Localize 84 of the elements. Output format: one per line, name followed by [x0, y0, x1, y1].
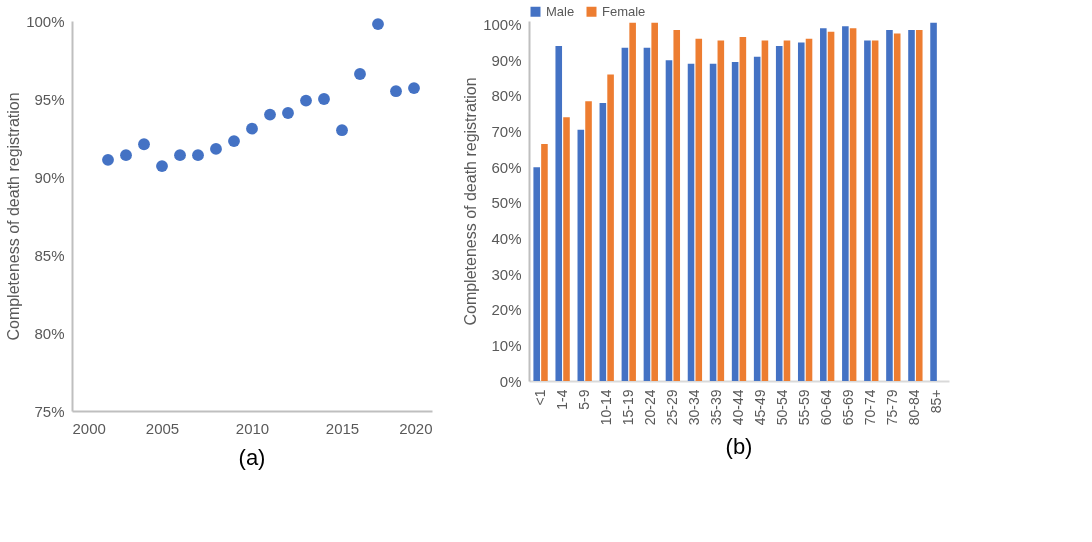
bar [827, 31, 835, 381]
y-axis-title: Completeness of death registration [5, 92, 23, 341]
bar [541, 143, 548, 381]
bar [651, 22, 658, 381]
bar [673, 29, 681, 381]
x-tick-label: 75-79 [884, 389, 901, 426]
y-axis-title: Completeness of death registration [462, 77, 480, 326]
bar [665, 60, 673, 381]
bar [731, 61, 739, 381]
bar [805, 38, 813, 381]
y-tick-label: 75% [34, 402, 65, 420]
y-tick-label: 10% [491, 336, 522, 354]
bar [930, 22, 937, 381]
y-tick-label: 90% [34, 168, 65, 186]
y-tick-label: 70% [491, 123, 522, 140]
y-tick-label: 60% [491, 158, 522, 176]
x-tick-label: 55-59 [796, 389, 813, 426]
x-tick-label: 20-24 [641, 389, 658, 426]
y-tick-label: 0% [499, 372, 522, 390]
bar [871, 40, 879, 381]
bar [533, 167, 540, 381]
x-tick-label: 25-29 [663, 389, 680, 426]
x-tick-label: 2005 [145, 419, 180, 437]
x-tick-label: 40-44 [730, 389, 746, 426]
x-tick-label: 1-4 [553, 389, 570, 410]
bar [797, 42, 805, 381]
x-tick-label: 5-9 [575, 389, 592, 410]
bar [709, 63, 717, 381]
x-tick-label: 2020 [399, 419, 433, 437]
x-tick-label: 45-49 [752, 389, 769, 426]
y-tick-label: 80% [491, 87, 522, 105]
bar [908, 29, 915, 381]
x-tick-label: 80-84 [906, 389, 923, 426]
bar [820, 28, 827, 381]
x-tick-label: 2010 [235, 419, 270, 437]
y-tick-label: 95% [34, 90, 65, 108]
bar [761, 40, 769, 381]
bar [842, 26, 849, 381]
x-tick-label: 15-19 [619, 389, 636, 426]
bar [893, 33, 901, 381]
bar [643, 47, 651, 381]
bar [563, 117, 570, 381]
bar [607, 74, 614, 381]
bar [915, 29, 923, 381]
bar [577, 129, 585, 381]
bar [775, 45, 783, 381]
bar [783, 40, 791, 381]
bar [687, 63, 695, 381]
bar [864, 40, 871, 381]
y-tick-label: 80% [34, 324, 65, 342]
bar [585, 101, 592, 381]
x-tick-label: <1 [531, 389, 548, 406]
x-tick-label: 65-69 [840, 389, 857, 426]
x-tick-label: 10-14 [597, 389, 614, 426]
x-tick-label: 30-34 [685, 389, 702, 426]
bar [753, 56, 761, 381]
bar [849, 28, 857, 381]
y-tick-label: 85% [34, 246, 65, 264]
y-tick-label: 90% [491, 51, 522, 69]
x-tick-label: 70-74 [862, 389, 879, 426]
legend-label: Male [546, 3, 575, 19]
text: (a) [238, 445, 266, 470]
x-tick-label: 60-64 [818, 389, 835, 426]
bar [599, 102, 607, 381]
bar [629, 22, 636, 381]
y-tick-label: 40% [491, 229, 522, 247]
y-tick-label: 50% [491, 194, 522, 212]
x-tick-label: 50-54 [774, 389, 791, 426]
bar [886, 29, 893, 381]
x-tick-label: 2015 [325, 419, 360, 437]
y-tick-label: 20% [491, 301, 522, 319]
bar [555, 45, 563, 381]
y-tick-label: 100% [26, 12, 65, 30]
y-tick-label: 100% [483, 16, 522, 34]
bar [621, 47, 629, 381]
text: (b) [725, 433, 753, 459]
x-tick-label: 2000 [72, 419, 106, 437]
legend-label: Female [602, 3, 646, 19]
bar [739, 37, 747, 381]
x-tick-label: 35-39 [707, 389, 724, 426]
bar [717, 40, 725, 381]
bar [695, 38, 703, 381]
x-tick-label: 85+ [928, 389, 945, 414]
y-tick-label: 30% [491, 265, 522, 283]
